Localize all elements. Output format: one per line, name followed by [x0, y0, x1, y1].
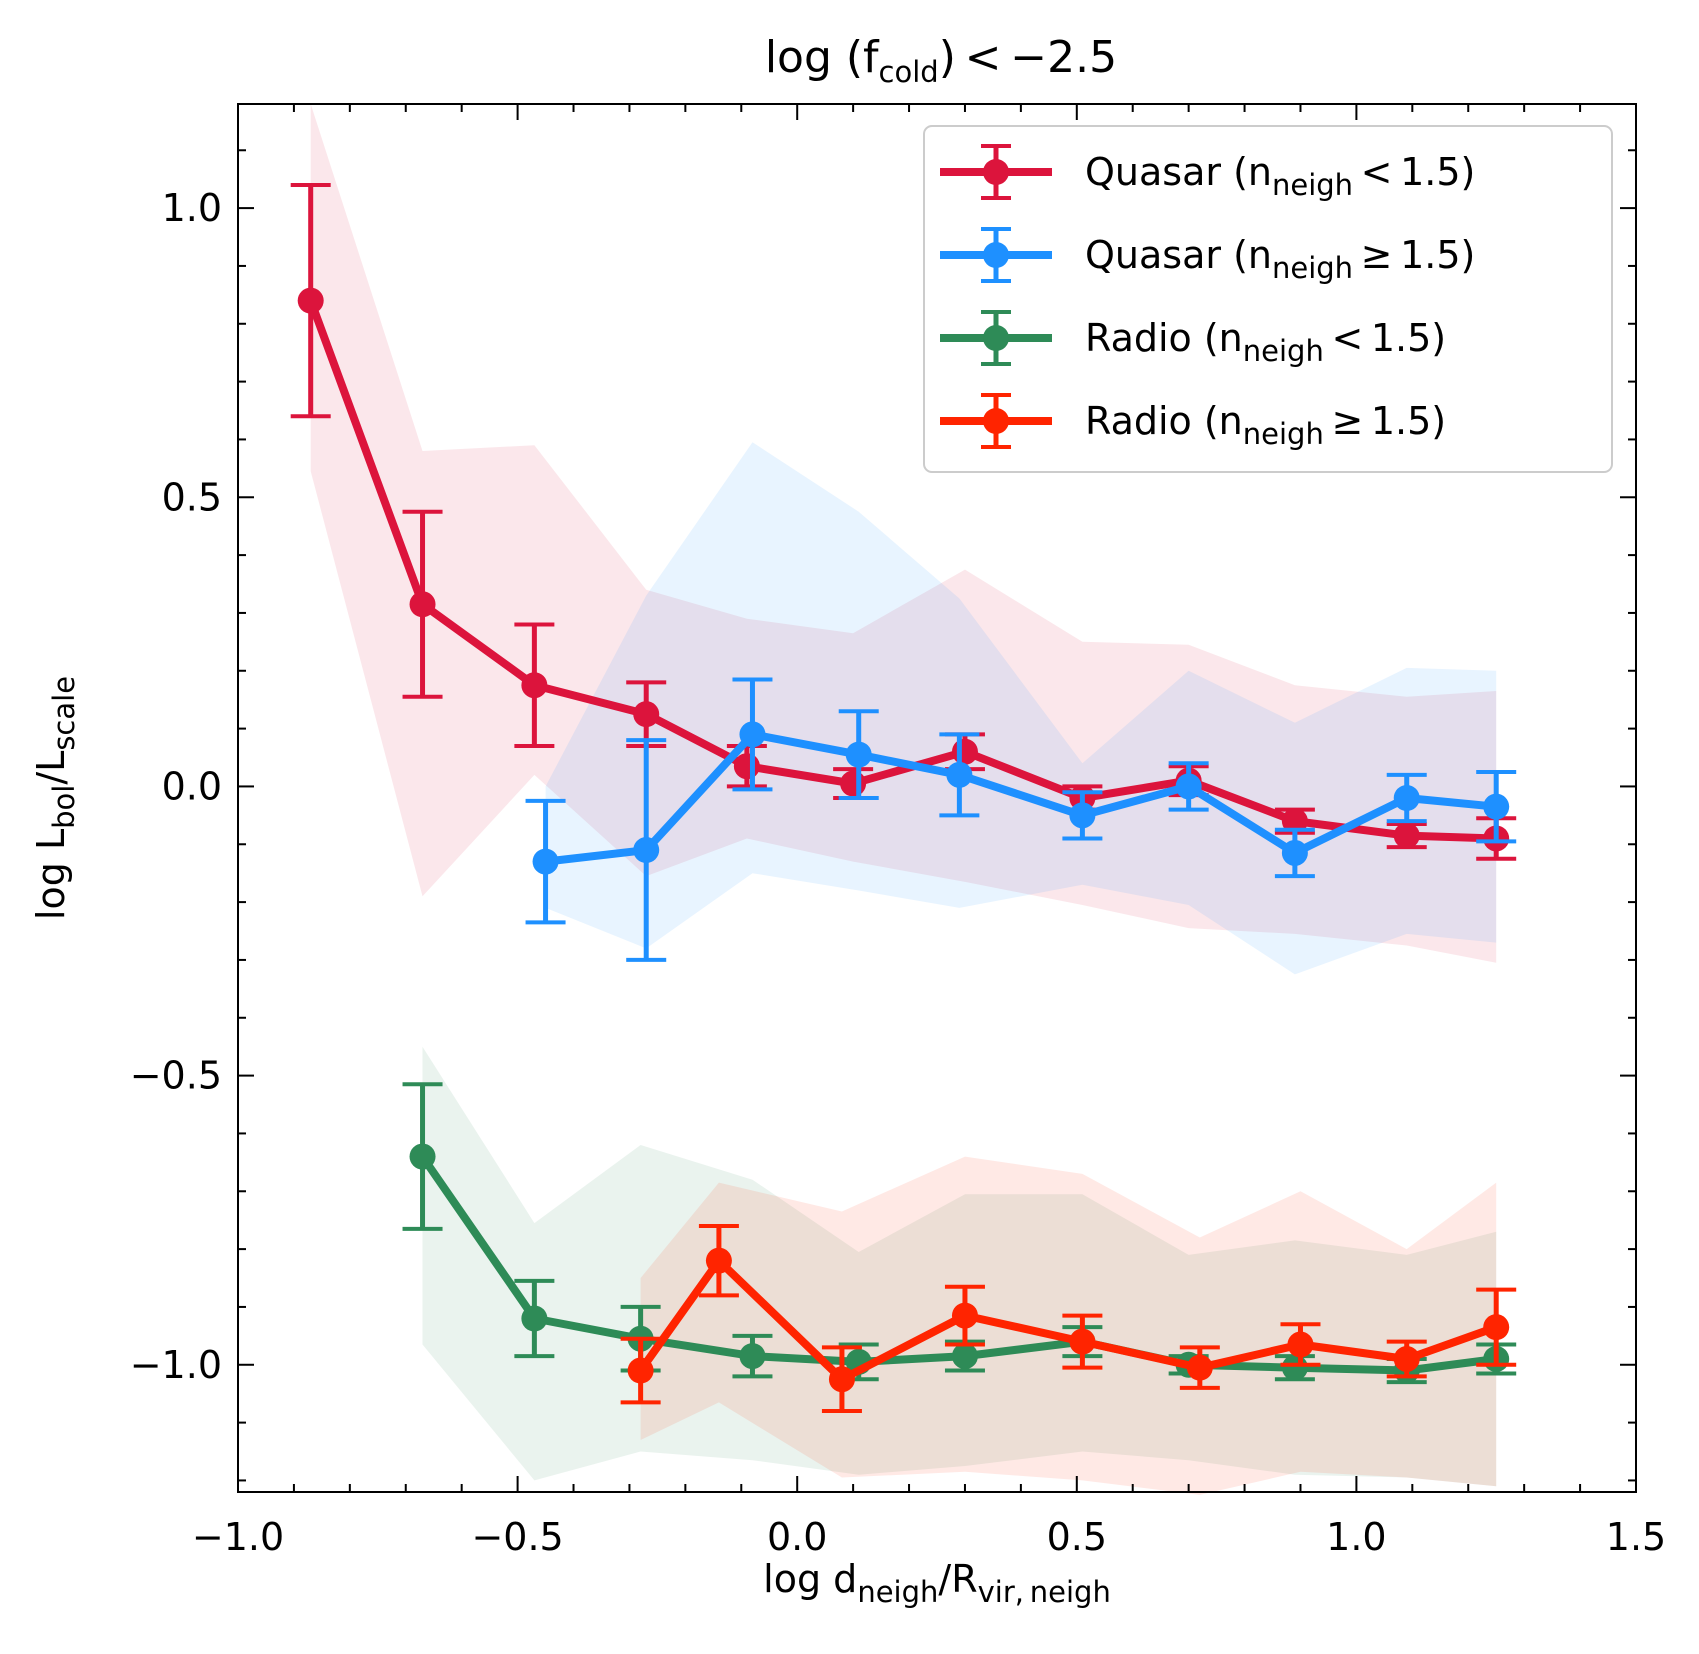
plot-frame: [237, 103, 1637, 1493]
y-tick-label: 0.5: [162, 475, 222, 519]
series-4-point: [1393, 1345, 1420, 1372]
chart-title: log (fcold) < −2.5: [765, 32, 1117, 89]
series-3-point: [521, 1305, 548, 1332]
y-tick-label: 0.0: [162, 764, 222, 808]
legend: Quasar (nneigh < 1.5) Quasar (nneigh ≥ 1.…: [923, 125, 1613, 473]
band-series-3: [422, 1046, 1497, 1487]
series-1-point: [521, 672, 548, 699]
series-2-point: [946, 761, 973, 788]
series-3-point: [409, 1143, 436, 1170]
series-1-point: [409, 591, 436, 618]
series-3-point: [951, 1343, 978, 1370]
legend-item-2: Quasar (nneigh ≥ 1.5): [940, 227, 1475, 285]
band-series-2: [545, 442, 1497, 975]
legend-swatch-marker: [983, 408, 1009, 434]
legend-label: Radio (nneigh < 1.5): [1085, 316, 1446, 368]
legend-box: [923, 125, 1613, 473]
series-2-point: [1483, 793, 1510, 820]
x-tick-label: −1.0: [192, 1515, 284, 1559]
legend-label: Quasar (nneigh ≥ 1.5): [1085, 233, 1475, 285]
legend-label: Radio (nneigh ≥ 1.5): [1085, 399, 1446, 451]
series-1-point: [840, 770, 867, 797]
series-2-line: [545, 730, 1497, 866]
series-4: [620, 1223, 1517, 1414]
series-2-point: [845, 741, 872, 768]
legend-entries: Quasar (nneigh < 1.5) Quasar (nneigh ≥ 1.…: [940, 144, 1475, 451]
series-4-point: [627, 1357, 654, 1384]
series-layer: [290, 182, 1517, 1414]
series-2-point: [1393, 785, 1420, 811]
legend-item-3: Radio (nneigh < 1.5): [940, 310, 1446, 368]
series-2-point: [1281, 839, 1308, 866]
series-4-point: [1483, 1314, 1510, 1341]
series-4-point: [828, 1366, 855, 1393]
band-series-1: [310, 104, 1497, 963]
legend-swatch-marker: [983, 159, 1009, 185]
series-1-point: [733, 753, 760, 780]
legend-item-1: Quasar (nneigh < 1.5): [940, 144, 1475, 202]
series-4-point: [1287, 1331, 1314, 1358]
y-axis-title: log Lbol/Lscale: [29, 676, 81, 920]
series-2-point: [532, 848, 559, 875]
series-4-point: [705, 1247, 732, 1274]
series-4-point: [1186, 1354, 1213, 1381]
legend-swatch-marker: [983, 325, 1009, 351]
series-2-point: [1069, 802, 1096, 829]
x-tick-label: 0.5: [1047, 1515, 1107, 1559]
series-2-point: [1175, 773, 1202, 800]
series-1-point: [1281, 808, 1308, 835]
series-3-point: [739, 1343, 766, 1370]
series-1-point: [951, 738, 978, 765]
x-tick-label: 0.0: [767, 1515, 827, 1559]
y-tick-label: −1.0: [130, 1343, 222, 1387]
series-1: [290, 182, 1517, 861]
series-1-point: [297, 287, 324, 314]
axis-ticks: −1.0 −0.5 0.0 0.5 1.0 1.5 −1.0 −0.5 0.0 0.5 1.0: [130, 104, 1666, 1559]
x-tick-label: 1.5: [1606, 1515, 1666, 1559]
x-tick-label: −0.5: [471, 1515, 563, 1559]
series-4-point: [1069, 1328, 1096, 1355]
y-tick-label: 1.0: [162, 186, 222, 230]
x-tick-label: 1.0: [1326, 1515, 1386, 1559]
series-2-point: [633, 837, 660, 864]
legend-label: Quasar (nneigh < 1.5): [1085, 150, 1475, 202]
y-tick-label: −0.5: [130, 1054, 222, 1098]
series-1-point: [1393, 822, 1420, 849]
legend-item-4: Radio (nneigh ≥ 1.5): [940, 393, 1446, 451]
series-2-point: [739, 721, 766, 748]
series-4-point: [951, 1302, 978, 1329]
series-3-point: [1281, 1354, 1308, 1381]
series-1-point: [633, 701, 660, 728]
x-axis-title: log dneigh/Rvir, neigh: [763, 1557, 1111, 1609]
series-2: [525, 677, 1517, 962]
legend-swatch-marker: [983, 242, 1009, 268]
